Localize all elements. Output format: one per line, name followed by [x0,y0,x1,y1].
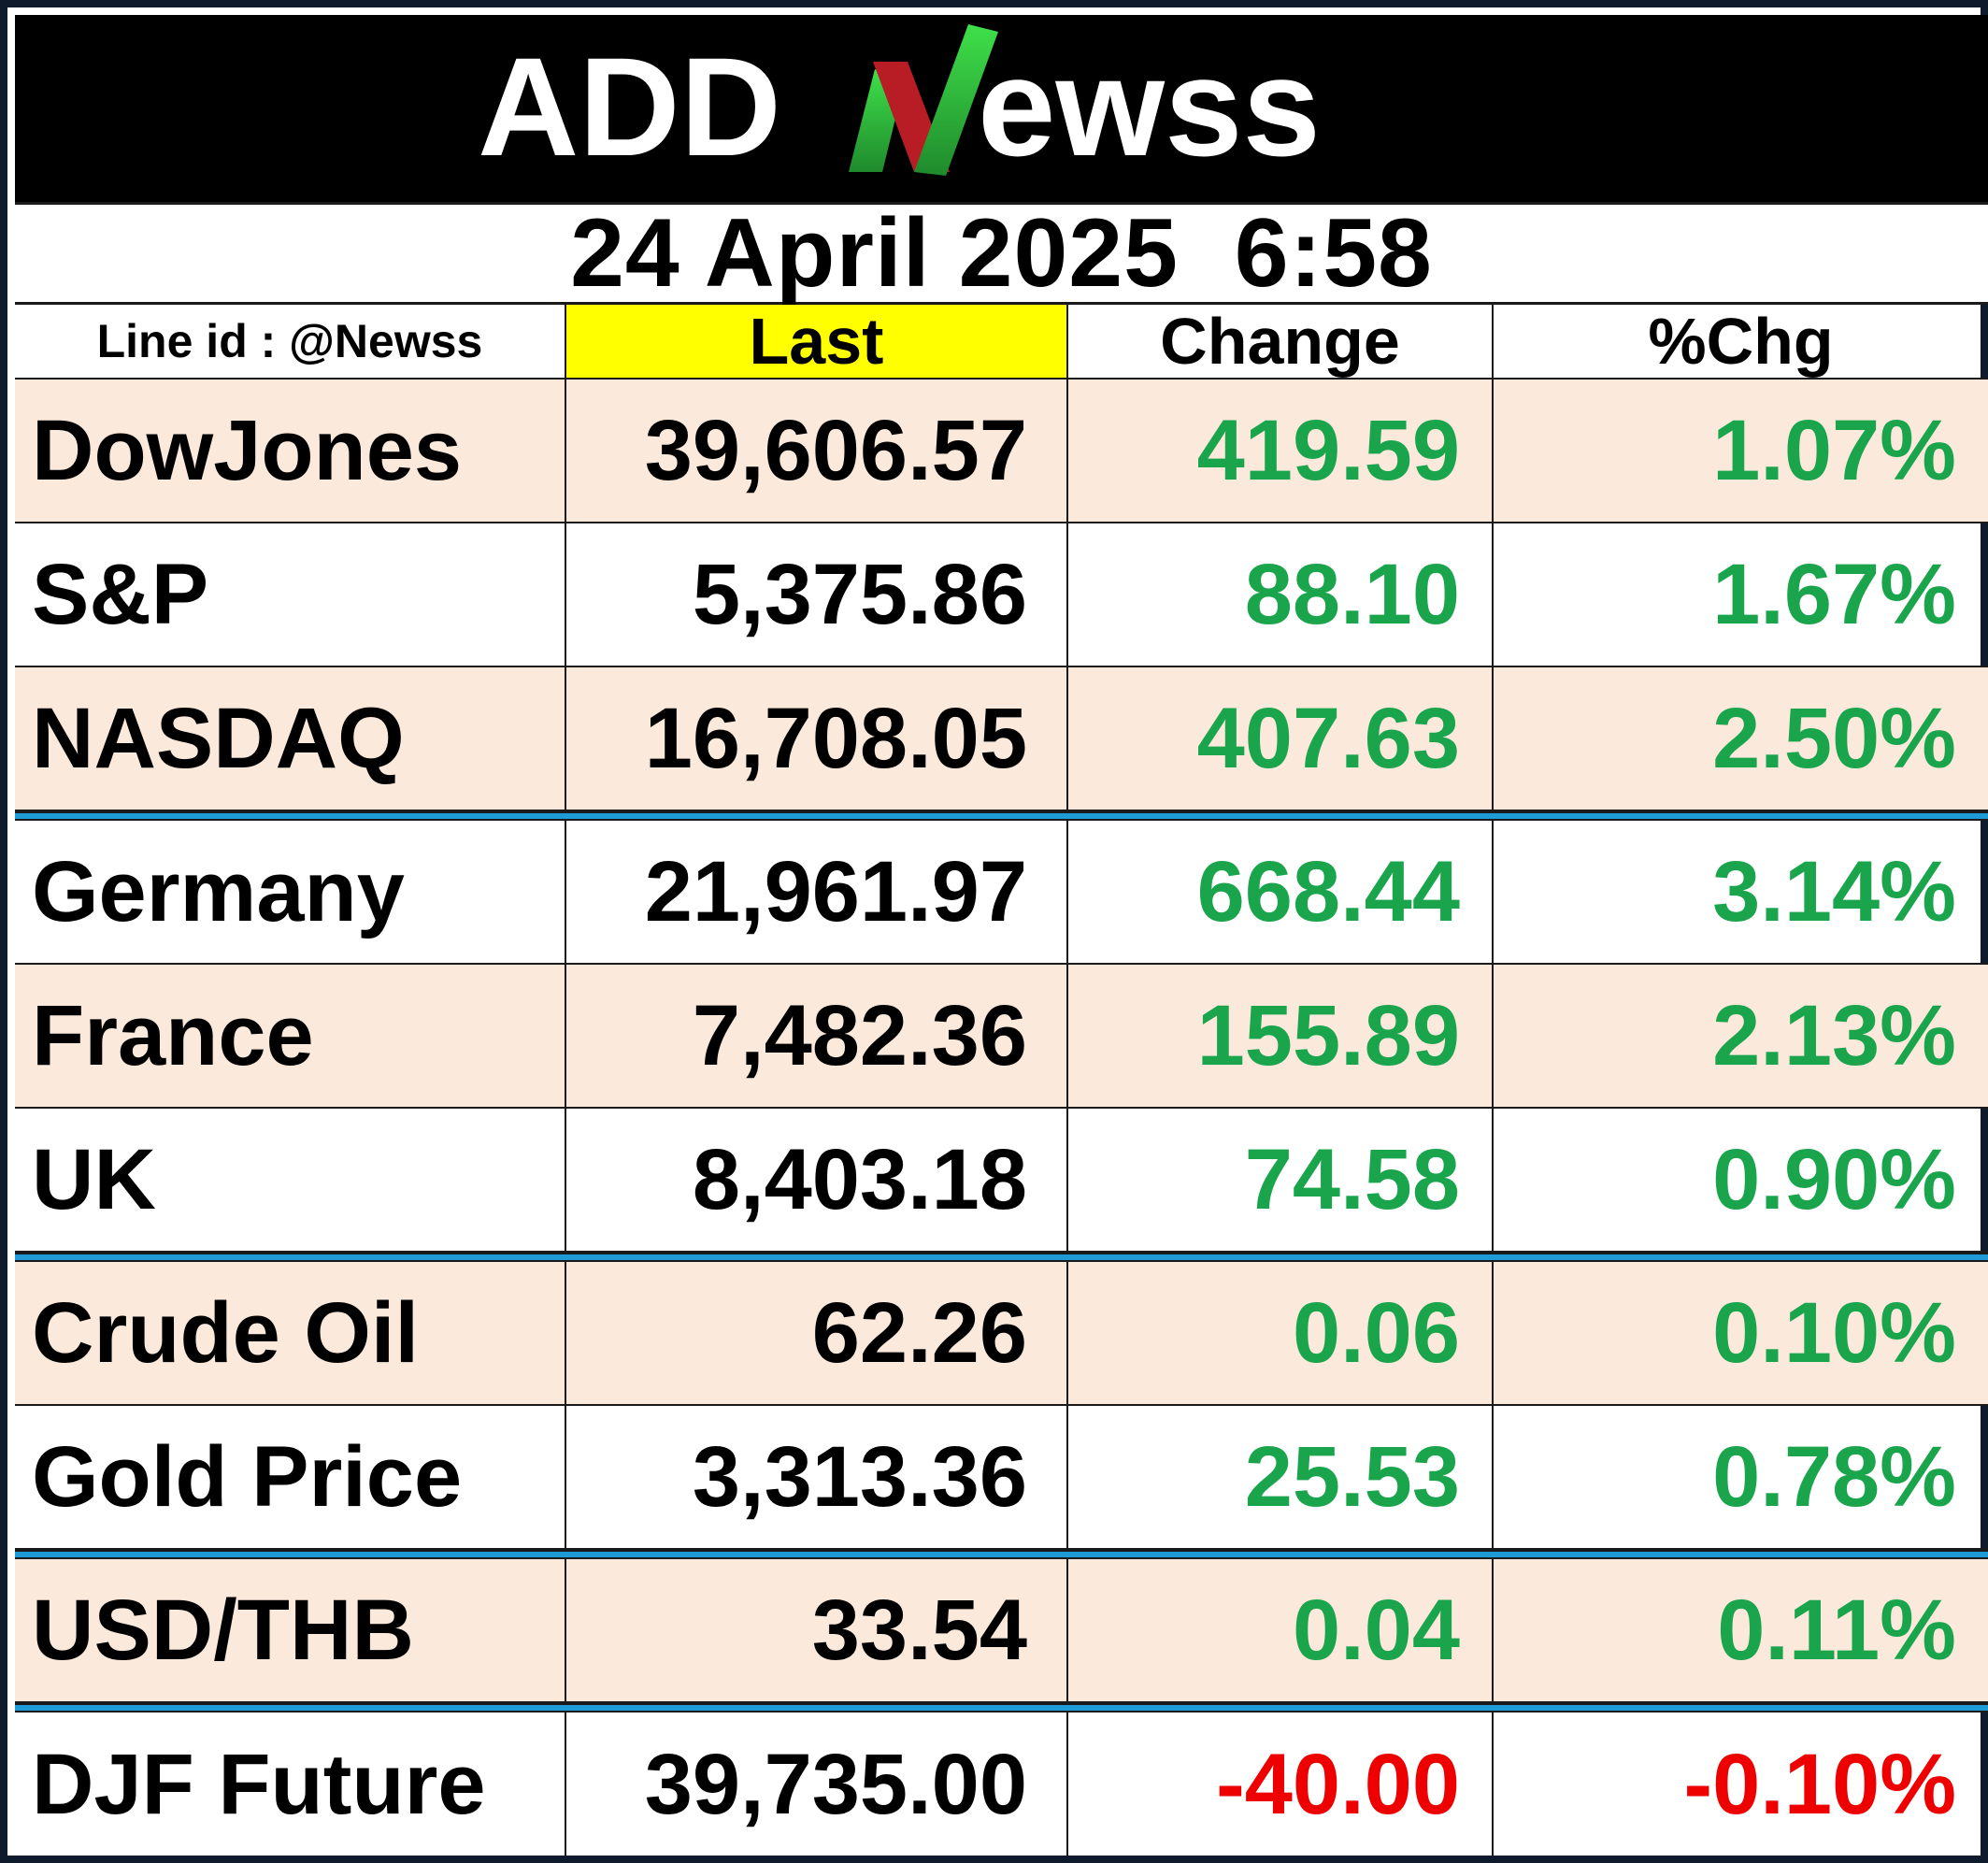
row-last: 21,961.97 [566,821,1068,963]
table-row: Germany 21,961.97 668.44 3.14% [15,821,1988,965]
header-change: Change [1068,305,1494,378]
row-pct: 0.78% [1712,1428,1956,1525]
group-separator [15,1703,1988,1713]
date-time: 24 April 2025 6:58 [15,199,1988,308]
table-row: NASDAQ 16,708.05 407.63 2.50% [15,667,1988,811]
row-last: 3,313.36 [566,1406,1068,1548]
row-pct: 0.11% [1717,1582,1956,1678]
header-line-id: Line id : @Newss [15,305,566,378]
row-last: 5,375.86 [566,523,1068,666]
row-pct: 2.50% [1712,690,1956,786]
table-row: DJF Future 39,735.00 -40.00 -0.10% [15,1713,1988,1856]
row-last: 7,482.36 [566,965,1068,1107]
addnewss-logo: ADD ewss [478,24,1321,185]
row-name: DowJones [15,380,566,522]
row-name: Gold Price [15,1406,566,1548]
table-row: Crude Oil 62.26 0.06 0.10% [15,1262,1988,1406]
row-pct: 1.67% [1712,546,1956,642]
table-row: S&P 5,375.86 88.10 1.67% [15,523,1988,667]
row-change: 25.53 [1068,1406,1494,1548]
table-row: DowJones 39,606.57 419.59 1.07% [15,380,1988,523]
logo-text-left: ADD [478,28,781,185]
row-change: -40.00 [1068,1713,1494,1856]
group-separator [15,1550,1988,1559]
row-pct: 1.07% [1712,402,1956,498]
row-last: 33.54 [566,1559,1068,1701]
row-name: UK [15,1109,566,1251]
row-pct: -0.10% [1683,1736,1957,1832]
table-row: France 7,482.36 155.89 2.13% [15,965,1988,1109]
row-last: 16,708.05 [566,667,1068,810]
row-name: USD/THB [15,1559,566,1701]
row-pct: 0.10% [1712,1284,1956,1381]
row-change: 419.59 [1068,380,1494,522]
table-header: Line id : @Newss Last Change %Chg [15,305,1988,380]
row-last: 39,606.57 [566,380,1068,522]
row-change: 407.63 [1068,667,1494,810]
table-row: Gold Price 3,313.36 25.53 0.78% [15,1406,1988,1550]
row-change: 155.89 [1068,965,1494,1107]
header-last: Last [566,305,1068,378]
row-name: Germany [15,821,566,963]
header-pct-change: %Chg [1648,305,1834,378]
row-last: 39,735.00 [566,1713,1068,1856]
row-last: 62.26 [566,1262,1068,1404]
row-name: France [15,965,566,1107]
row-change: 0.04 [1068,1559,1494,1701]
row-name: Crude Oil [15,1262,566,1404]
group-separator [15,1253,1988,1262]
row-pct: 3.14% [1712,843,1956,939]
row-last: 8,403.18 [566,1109,1068,1251]
market-table: Line id : @Newss Last Change %Chg DowJon… [15,305,1988,1856]
logo-n-mark [849,24,998,176]
row-name: DJF Future [15,1713,566,1856]
row-name: S&P [15,523,566,666]
logo-text-right: ewss [978,28,1321,185]
row-change: 668.44 [1068,821,1494,963]
table-row: USD/THB 33.54 0.04 0.11% [15,1559,1988,1703]
group-separator [15,811,1988,821]
row-pct: 2.13% [1712,987,1956,1083]
table-row: UK 8,403.18 74.58 0.90% [15,1109,1988,1253]
row-change: 88.10 [1068,523,1494,666]
row-name: NASDAQ [15,667,566,810]
row-change: 0.06 [1068,1262,1494,1404]
row-pct: 0.90% [1712,1131,1956,1227]
row-change: 74.58 [1068,1109,1494,1251]
logo-banner: ADD ewss [15,15,1988,202]
